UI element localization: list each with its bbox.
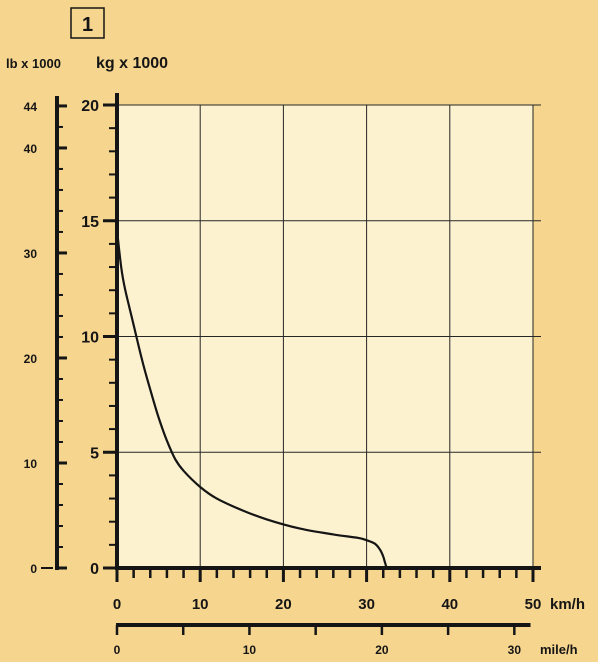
primary-x-tick-label: 30 [358,596,375,613]
secondary-x-tick-label: 0 [114,643,121,657]
primary-y-tick-label: 20 [81,98,99,115]
primary-y-unit-label: kg x 1000 [96,55,168,72]
primary-x-tick-label: 20 [275,596,292,613]
primary-y-axis: 0 5 10 15 20 [81,93,119,578]
secondary-x-tick-label: 30 [508,643,522,657]
series-layer [115,229,388,569]
secondary-y-tick-label: 10 [24,457,38,471]
primary-x-tick-label: 50 [525,596,542,613]
secondary-x-tick-label: 10 [243,643,257,657]
primary-y-tick-label: 10 [81,330,99,347]
primary-x-tick-label: 10 [192,596,209,613]
grid [117,104,541,568]
primary-y-tick-label: 0 [90,561,99,578]
figure-number: 1 [82,14,93,36]
secondary-y-unit-label: lb x 1000 [6,56,61,71]
tractive-effort-curve [115,229,388,569]
secondary-x-tick-label: 20 [375,643,389,657]
secondary-x-axis: 0 10 20 30 [114,623,531,657]
secondary-x-unit-label: mile/h [540,642,578,657]
secondary-y-tick-label: 40 [24,142,38,156]
secondary-y-tick-label: 0 [30,562,37,576]
secondary-y-tick-label: 30 [24,247,38,261]
primary-x-unit-label: km/h [550,596,585,613]
primary-y-tick-label: 15 [81,214,99,231]
primary-x-tick-label: 0 [113,596,121,613]
secondary-y-axis: 0 10 20 30 40 44 [24,95,67,576]
primary-x-axis: 0 10 20 30 40 50 [113,566,542,613]
primary-x-tick-label: 40 [441,596,458,613]
primary-y-tick-label: 5 [90,445,99,462]
secondary-y-tick-label: 44 [24,100,38,114]
secondary-y-tick-label: 20 [24,352,38,366]
figure-number-box: 1 [70,7,105,39]
